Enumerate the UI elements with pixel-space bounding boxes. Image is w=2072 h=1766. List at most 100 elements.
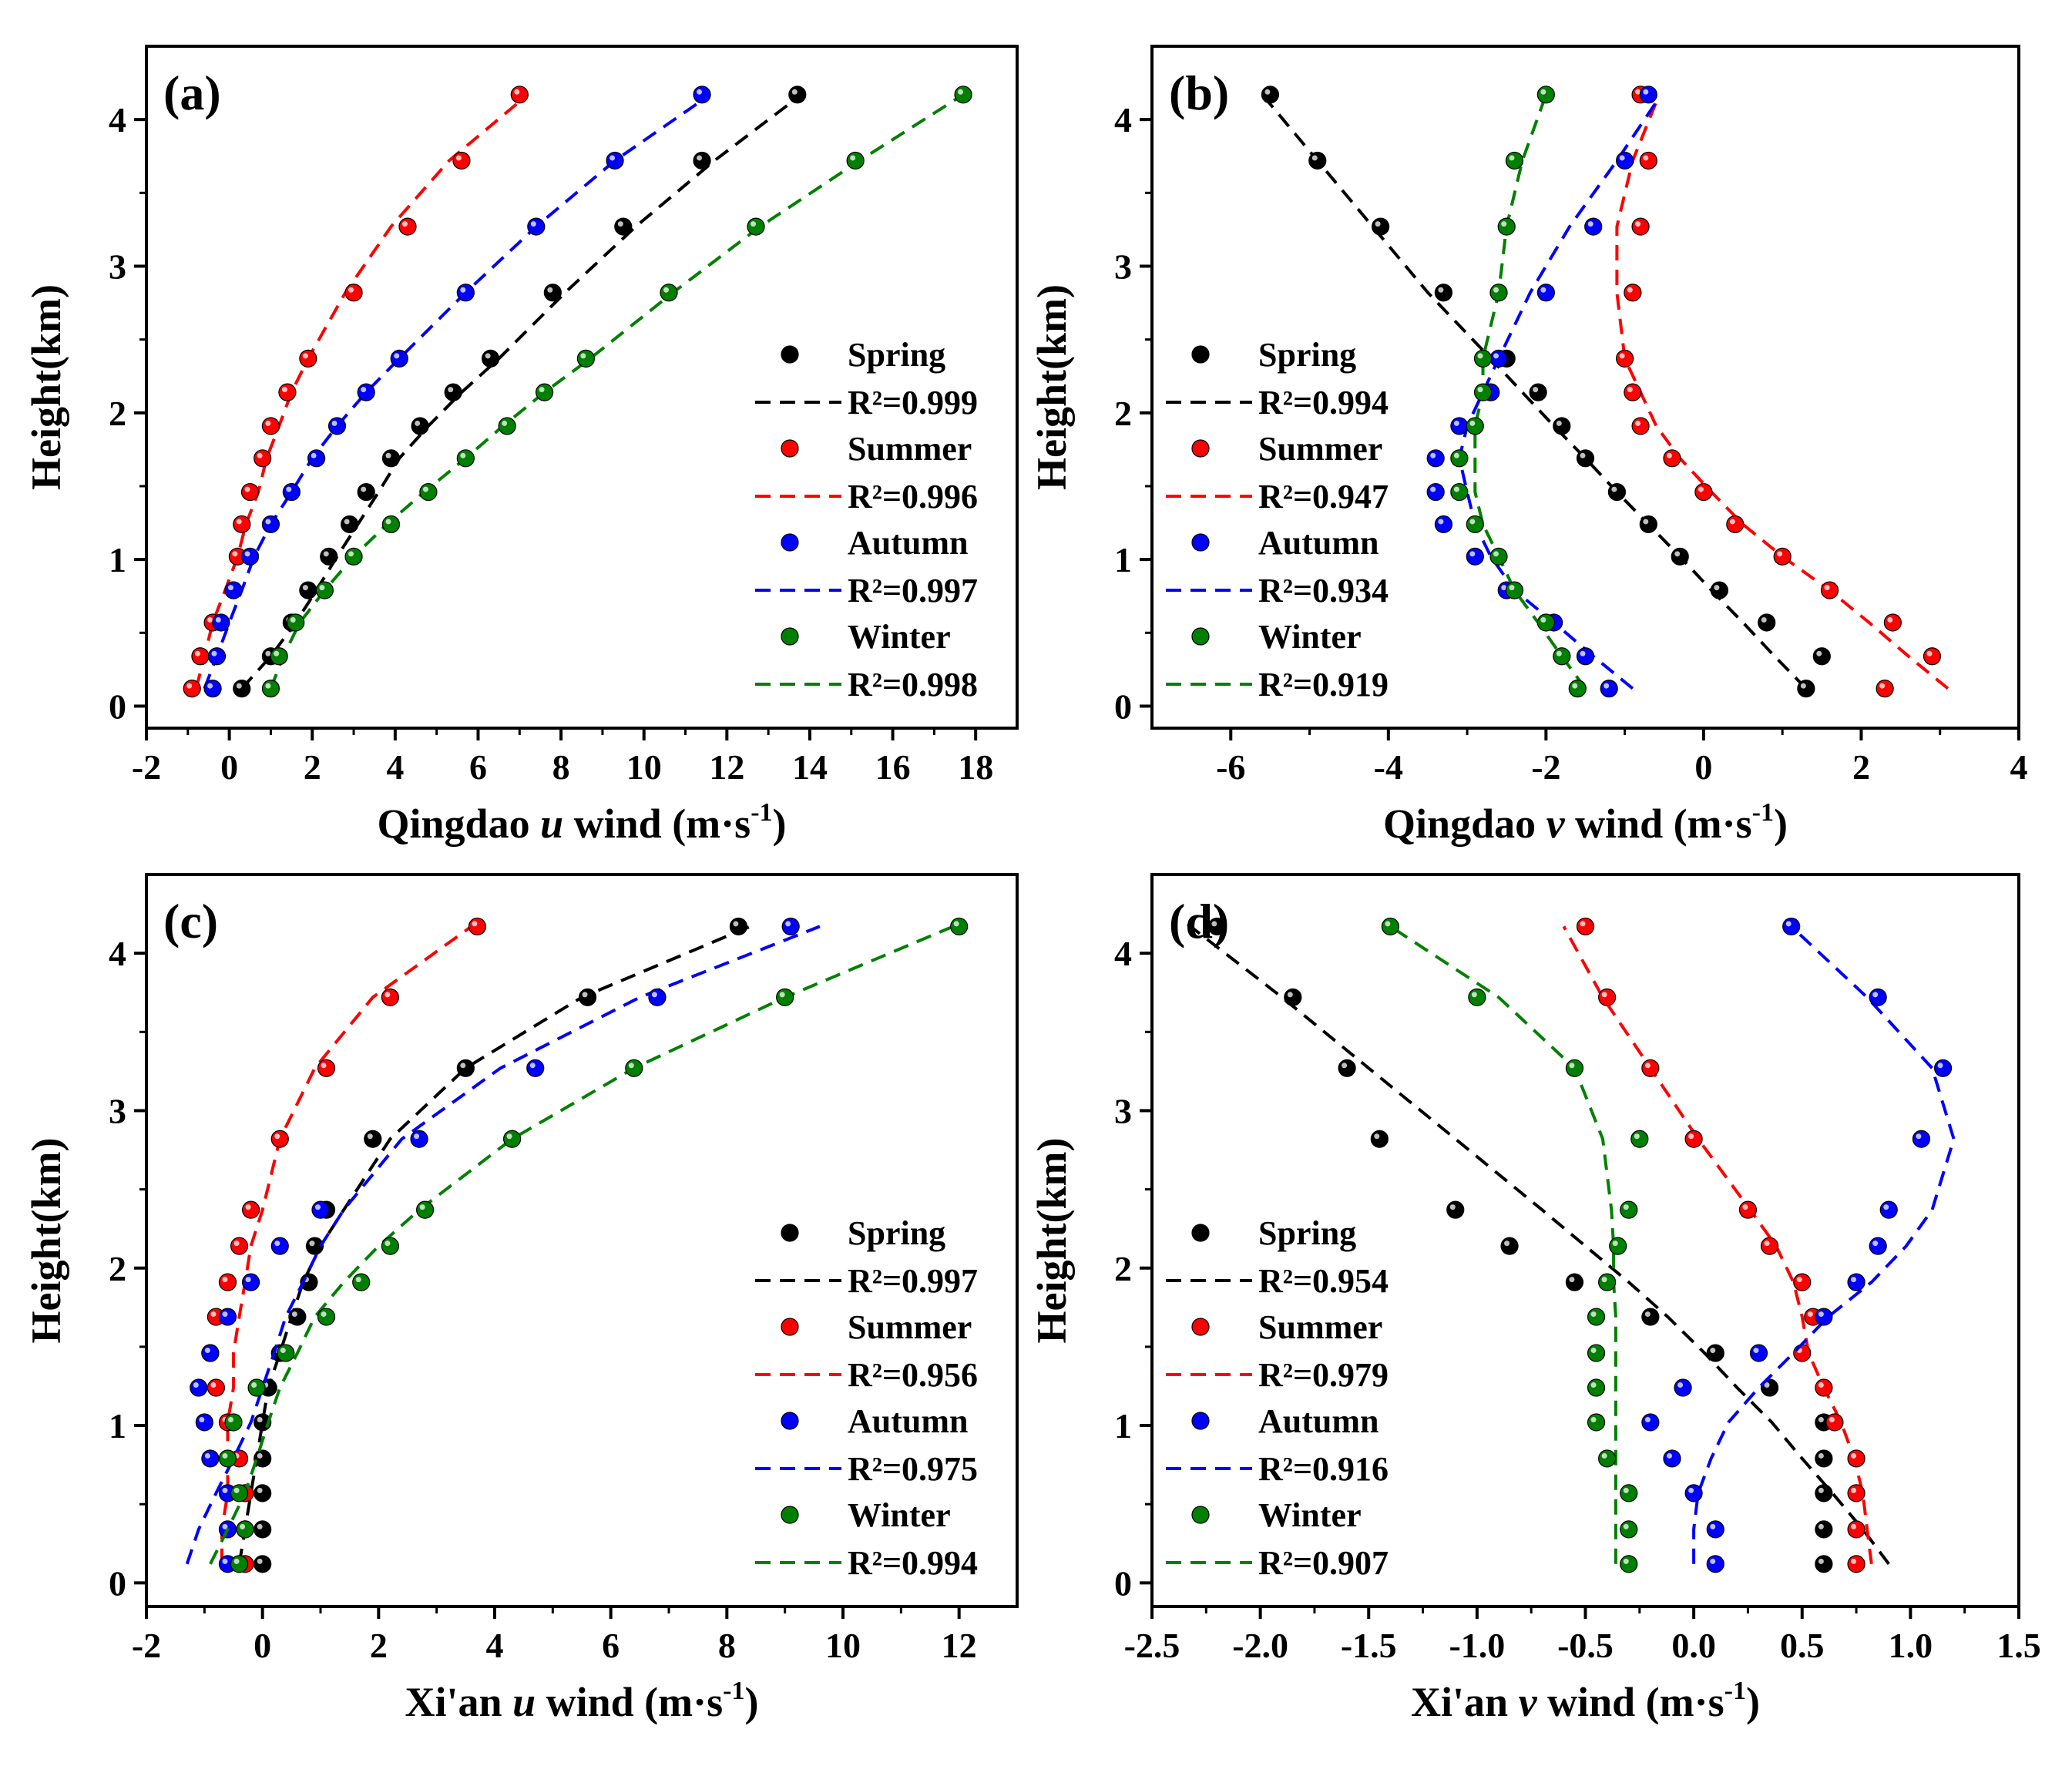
- legend-fit-label: R²=0.997: [848, 572, 978, 609]
- data-point-highlight: [311, 452, 317, 458]
- data-point-highlight: [210, 1382, 217, 1388]
- data-point-highlight: [265, 683, 271, 689]
- data-point: [1598, 988, 1617, 1006]
- data-point-highlight: [207, 683, 213, 689]
- data-point-highlight: [1829, 1416, 1835, 1422]
- data-point-highlight: [1504, 1241, 1510, 1247]
- y-tick-label: 1: [1114, 1406, 1132, 1445]
- data-point: [1371, 217, 1390, 236]
- data-point: [1815, 1449, 1833, 1468]
- data-point: [1749, 1344, 1768, 1362]
- data-point: [1820, 581, 1839, 599]
- data-point-highlight: [1753, 1348, 1759, 1354]
- data-point: [195, 1413, 213, 1432]
- data-point-highlight: [1580, 921, 1586, 927]
- data-point: [299, 581, 317, 599]
- data-point: [341, 515, 359, 534]
- x-tick-label: 1.0: [1889, 1626, 1933, 1665]
- plot-frame: [1150, 45, 2020, 730]
- data-point-highlight: [244, 551, 250, 557]
- data-point: [781, 917, 800, 936]
- data-point-highlight: [1635, 221, 1641, 227]
- data-point: [233, 515, 251, 534]
- data-point: [315, 581, 334, 599]
- data-point-highlight: [1438, 519, 1444, 525]
- data-point-highlight: [323, 551, 329, 557]
- data-point-highlight: [228, 585, 233, 591]
- data-point: [1536, 284, 1555, 302]
- data-point-highlight: [222, 1452, 228, 1459]
- data-point: [1616, 151, 1634, 170]
- data-point: [456, 1059, 475, 1077]
- data-point-highlight: [1710, 1558, 1716, 1564]
- data-point: [254, 449, 272, 468]
- legend-fit-label: R²=0.975: [848, 1450, 978, 1488]
- data-point: [415, 1200, 435, 1219]
- data-point-highlight: [265, 519, 271, 525]
- legend-fit-label: R²=0.994: [1258, 384, 1389, 421]
- legend-fit-label: R²=0.934: [1258, 572, 1389, 609]
- data-point-highlight: [1816, 650, 1822, 656]
- data-point-highlight: [222, 1523, 228, 1529]
- y-tick-label: 3: [1114, 247, 1132, 286]
- data-point: [1426, 482, 1445, 502]
- data-point-highlight: [1569, 1063, 1575, 1069]
- data-point: [1869, 988, 1887, 1006]
- data-point-highlight: [1688, 1487, 1694, 1493]
- data-point-highlight: [779, 992, 785, 998]
- data-point-highlight: [361, 486, 367, 492]
- data-point-highlight: [1540, 287, 1546, 293]
- data-point: [1284, 988, 1302, 1006]
- data-point: [1631, 417, 1650, 435]
- data-point-highlight: [385, 1241, 391, 1247]
- data-point: [1825, 1413, 1844, 1432]
- data-point-highlight: [1883, 1204, 1889, 1210]
- data-point-highlight: [514, 89, 520, 95]
- data-point: [233, 680, 251, 698]
- x-axis-label-close: ): [1746, 1679, 1760, 1725]
- data-point-highlight: [257, 452, 263, 458]
- series-spring: [237, 917, 751, 1573]
- y-tick-label: 3: [1114, 1091, 1132, 1130]
- data-point-highlight: [321, 1063, 327, 1069]
- y-tick-label: 3: [109, 247, 126, 286]
- panel-label: (a): [163, 65, 221, 120]
- data-point: [242, 1273, 260, 1291]
- data-point-highlight: [1540, 89, 1546, 95]
- data-point: [1706, 1344, 1724, 1362]
- data-point: [261, 417, 280, 435]
- data-point-highlight: [460, 452, 466, 458]
- data-point-highlight: [1764, 1241, 1770, 1247]
- data-point-highlight: [1667, 1452, 1672, 1459]
- data-point-highlight: [274, 1241, 280, 1247]
- data-point: [1536, 613, 1555, 632]
- data-point-highlight: [321, 1311, 327, 1318]
- data-point: [207, 1378, 225, 1397]
- data-point-highlight: [199, 1416, 205, 1422]
- data-point: [1684, 1130, 1703, 1148]
- data-point-highlight: [290, 616, 296, 623]
- x-axis-label-prefix: Qingdao: [378, 801, 541, 847]
- data-point-highlight: [1818, 1382, 1824, 1388]
- data-point-highlight: [257, 1416, 263, 1422]
- data-point-highlight: [319, 585, 325, 591]
- data-point: [444, 383, 462, 401]
- x-axis-label-variable: u: [540, 801, 563, 847]
- x-tick-label: -4: [1374, 747, 1403, 787]
- data-point: [230, 1237, 249, 1255]
- x-axis-label-exponent: -1: [1724, 1677, 1746, 1705]
- data-point: [1587, 1413, 1606, 1432]
- data-point: [1797, 680, 1815, 698]
- legend-marker-winter: [781, 1506, 799, 1524]
- legend-marker-autumn: [781, 1412, 799, 1430]
- legend-series-name: Winter: [848, 1496, 951, 1534]
- data-point: [1607, 482, 1627, 502]
- data-point-highlight: [1714, 585, 1720, 591]
- data-point-highlight: [1710, 1348, 1716, 1354]
- data-point-highlight: [1710, 1523, 1716, 1529]
- data-point: [364, 1130, 382, 1148]
- data-point-highlight: [1342, 1063, 1348, 1069]
- data-point-highlight: [448, 387, 454, 393]
- data-point-highlight: [1587, 221, 1593, 227]
